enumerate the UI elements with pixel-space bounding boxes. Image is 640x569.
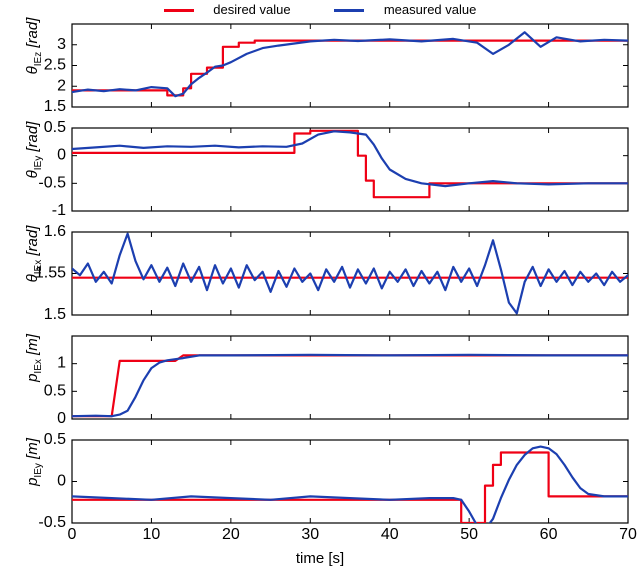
svg-text:60: 60 xyxy=(540,526,558,543)
legend-swatch-desired xyxy=(164,9,194,12)
panel-p_IEy: -0.500.5010203040506070 xyxy=(72,440,628,523)
svg-text:50: 50 xyxy=(460,526,478,543)
legend: desired value measured value xyxy=(0,2,640,17)
y-axis-label-p_IEy: pIEy [m] xyxy=(24,432,44,492)
svg-text:10: 10 xyxy=(143,526,161,543)
y-axis-label-theta_IEy: θIEy [rad] xyxy=(24,120,44,180)
figure: desired value measured value 1.522.53-1-… xyxy=(0,0,640,569)
legend-item-measured: measured value xyxy=(324,2,486,17)
legend-item-desired: desired value xyxy=(154,2,301,17)
svg-text:20: 20 xyxy=(222,526,240,543)
svg-text:0.5: 0.5 xyxy=(44,431,66,448)
series-desired-theta_IEy xyxy=(72,131,628,197)
legend-label-measured: measured value xyxy=(384,2,477,17)
legend-swatch-measured xyxy=(334,9,364,12)
x-axis-label: time [s] xyxy=(0,550,640,567)
series-desired-p_IEy xyxy=(72,453,628,524)
svg-text:0.5: 0.5 xyxy=(44,382,66,399)
panel-theta_IEz: 1.522.53 xyxy=(72,24,628,107)
svg-text:3: 3 xyxy=(57,36,66,53)
svg-text:40: 40 xyxy=(381,526,399,543)
svg-text:0: 0 xyxy=(57,147,66,164)
svg-text:2.5: 2.5 xyxy=(44,57,66,74)
legend-label-desired: desired value xyxy=(213,2,290,17)
svg-text:0: 0 xyxy=(68,526,77,543)
svg-text:0: 0 xyxy=(57,410,66,427)
y-axis-label-theta_IEx: θIEx [rad] xyxy=(24,224,44,284)
series-measured-p_IEy xyxy=(72,447,628,530)
y-axis-label-theta_IEz: θIEz [rad] xyxy=(24,16,44,76)
svg-text:70: 70 xyxy=(619,526,637,543)
svg-text:-1: -1 xyxy=(52,202,66,219)
series-measured-theta_IEx xyxy=(72,234,628,314)
svg-text:1.6: 1.6 xyxy=(44,223,66,240)
series-measured-theta_IEz xyxy=(72,32,628,96)
svg-text:30: 30 xyxy=(301,526,319,543)
y-axis-label-p_IEx: pIEx [m] xyxy=(24,328,44,388)
series-measured-p_IEx xyxy=(72,355,628,416)
panel-p_IEx: 00.51 xyxy=(72,336,628,419)
svg-text:-0.5: -0.5 xyxy=(38,514,66,531)
svg-text:0: 0 xyxy=(57,473,66,490)
svg-text:1.5: 1.5 xyxy=(44,306,66,323)
panel-theta_IEy: -1-0.500.5 xyxy=(72,128,628,211)
svg-text:0.5: 0.5 xyxy=(44,119,66,136)
series-measured-theta_IEy xyxy=(72,131,628,186)
svg-text:1: 1 xyxy=(57,355,66,372)
svg-text:1.5: 1.5 xyxy=(44,98,66,115)
svg-text:2: 2 xyxy=(57,77,66,94)
panel-theta_IEx: 1.51.551.6 xyxy=(72,232,628,315)
